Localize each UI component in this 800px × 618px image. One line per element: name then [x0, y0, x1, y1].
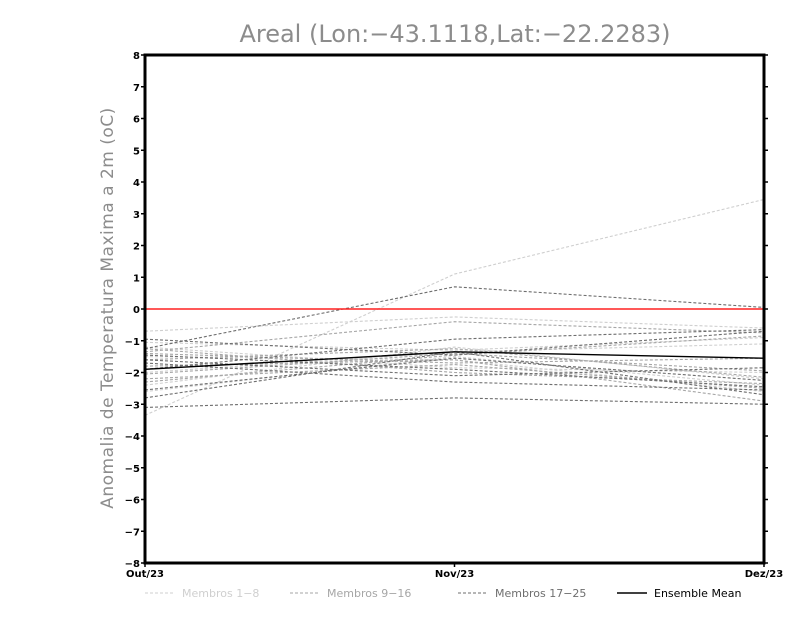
member-line [144, 346, 765, 386]
chart-title: Areal (Lon:−43.1118,Lat:−22.2283) [239, 20, 670, 48]
member-line [144, 356, 765, 393]
y-tick-label: −4 [125, 432, 140, 443]
member-line [144, 397, 765, 408]
legend-label: Membros 1−8 [182, 587, 259, 600]
y-tick-label: 2 [133, 242, 140, 253]
legend-label: Ensemble Mean [654, 587, 741, 600]
ensemble-mean-line [144, 351, 765, 371]
y-tick-label: −3 [125, 400, 140, 411]
member-line [144, 316, 765, 332]
member-line [144, 198, 765, 416]
y-tick-label: 3 [133, 210, 140, 221]
member-line [144, 352, 765, 375]
y-tick-label: 7 [133, 83, 140, 94]
member-line [144, 352, 765, 364]
y-tick-label: −5 [125, 464, 140, 475]
member-line [144, 329, 765, 370]
legend-label: Membros 9−16 [327, 587, 411, 600]
member-line [144, 362, 765, 391]
y-tick-label: 8 [133, 51, 140, 62]
y-tick-label: 6 [133, 115, 140, 126]
y-tick-label: −1 [125, 337, 140, 348]
x-tick-label: Out/23 [126, 569, 164, 580]
y-tick-label: 0 [133, 305, 140, 316]
x-tick-label: Dez/23 [745, 569, 784, 580]
member-line [144, 286, 765, 350]
y-tick-label: −7 [125, 527, 140, 538]
y-axis-label: Anomalia de Temperatura Maxima a 2m (oC) [98, 107, 118, 509]
member-line [144, 357, 765, 391]
x-tick-label: Nov/23 [435, 569, 474, 580]
member-line [144, 330, 765, 356]
legend: Membros 1−8 Membros 9−16 Membros 17−25 Ense… [145, 587, 741, 600]
member-line [144, 321, 765, 353]
series-layer [144, 198, 765, 416]
y-tick-label: 5 [133, 146, 140, 157]
member-line [144, 335, 765, 383]
member-line [144, 348, 765, 378]
y-tick-label: −8 [125, 559, 140, 570]
y-axis-ticks: 8 7 6 5 4 3 2 1 0 −1 −2 −3 −4 −5 −6 −7 −8 [125, 51, 768, 570]
y-tick-label: 4 [133, 178, 140, 189]
x-axis-ticks: Out/23 Nov/23 Dez/23 [126, 563, 783, 580]
y-tick-label: −6 [125, 496, 140, 507]
y-tick-label: 1 [133, 273, 140, 284]
y-tick-label: −2 [125, 369, 140, 380]
member-line [144, 354, 765, 388]
member-line [144, 359, 765, 377]
legend-label: Membros 17−25 [495, 587, 586, 600]
